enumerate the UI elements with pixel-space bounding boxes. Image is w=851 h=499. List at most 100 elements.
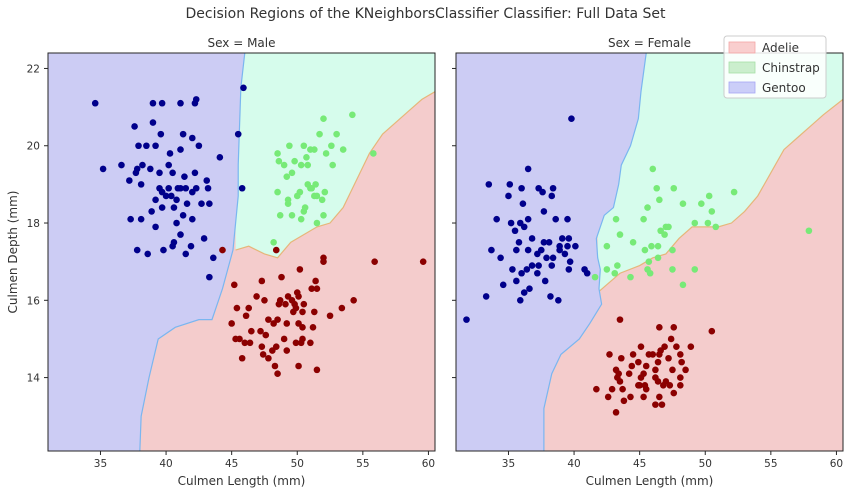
gentoo-point [177, 146, 184, 153]
adelie-point [295, 362, 302, 370]
gentoo-point [537, 246, 545, 254]
gentoo-point [540, 208, 548, 215]
adelie-point [280, 335, 288, 343]
chinstrap-point [313, 192, 321, 200]
gentoo-point [168, 192, 175, 200]
chinstrap-point [288, 211, 296, 219]
y-tick-label: 14 [27, 373, 41, 385]
adelie-point [259, 351, 267, 358]
adelie-point [627, 393, 634, 401]
chinstrap-point [301, 204, 309, 211]
x-tick-label: 45 [225, 458, 238, 470]
chinstrap-point [603, 242, 611, 250]
gentoo-point [177, 231, 184, 238]
chinstrap-point [653, 184, 661, 192]
adelie-point [308, 285, 315, 293]
chinstrap-point [679, 281, 687, 289]
adelie-point [230, 281, 238, 289]
adelie-point [628, 362, 636, 370]
chinstrap-point [274, 150, 281, 157]
x-tick-label: 35 [502, 458, 515, 470]
gentoo-point [209, 254, 217, 262]
adelie-point [608, 385, 616, 393]
adelie-point [313, 366, 321, 374]
adelie-point [278, 273, 285, 281]
adelie-point [666, 382, 674, 389]
adelie-point [248, 327, 255, 335]
gentoo-point [166, 150, 174, 157]
gentoo-point [195, 142, 203, 150]
series-gentoo [91, 84, 247, 281]
gentoo-point [183, 200, 191, 207]
adelie-point [312, 277, 319, 285]
adelie-point [258, 343, 266, 350]
adelie-point [262, 331, 270, 339]
adelie-point [350, 297, 357, 304]
adelie-point [670, 324, 678, 331]
chinstrap-point [318, 196, 326, 204]
adelie-point [241, 339, 249, 347]
gentoo-point [189, 215, 196, 223]
gentoo-point [203, 177, 211, 184]
adelie-point [265, 354, 272, 362]
adelie-point [617, 354, 625, 362]
chinstrap-point [614, 262, 621, 269]
legend-label-adelie: Adelie [762, 41, 799, 55]
x-tick-label: 40 [159, 458, 172, 470]
gentoo-point [463, 316, 470, 323]
gentoo-point [179, 211, 187, 219]
x-tick-label: 35 [94, 458, 107, 470]
adelie-point [654, 378, 662, 385]
adelie-point [678, 358, 685, 366]
chinstrap-point [705, 192, 713, 200]
gentoo-point [572, 242, 579, 250]
x-tick-label: 50 [291, 458, 304, 470]
gentoo-point [158, 99, 166, 107]
chinstrap-point [329, 161, 336, 169]
gentoo-point [173, 196, 180, 204]
adelie-point [657, 347, 664, 354]
x-tick-label: 55 [764, 458, 777, 470]
gentoo-point [524, 246, 532, 254]
gentoo-point [568, 115, 575, 122]
gentoo-point [152, 142, 159, 150]
gentoo-point [545, 239, 553, 246]
series-chinstrap [270, 111, 377, 246]
adelie-point [219, 246, 226, 254]
adelie-point [297, 339, 305, 347]
adelie-point [637, 374, 645, 381]
chinstrap-point [641, 246, 649, 254]
adelie-point [258, 277, 266, 285]
adelie-point [228, 320, 235, 327]
chinstrap-point [280, 161, 288, 169]
gentoo-point [520, 223, 528, 231]
gentoo-point [540, 239, 548, 246]
chinstrap-point [370, 150, 377, 157]
y-axis-label: Culmen Depth (mm) [6, 191, 20, 314]
chinstrap-point [339, 146, 347, 153]
gentoo-point [519, 200, 527, 207]
chinstrap-point [308, 184, 315, 192]
adelie-point [419, 258, 427, 265]
adelie-point [687, 343, 695, 350]
gentoo-point [137, 181, 145, 188]
gentoo-point [535, 262, 542, 269]
adelie-point [271, 362, 279, 370]
adelie-point [625, 370, 633, 378]
gentoo-point [160, 246, 167, 254]
gentoo-point [549, 184, 557, 192]
boundary-adelie-chinstrap [235, 91, 435, 259]
gentoo-point [173, 219, 180, 227]
adelie-point [665, 354, 672, 362]
gentoo-point [200, 235, 208, 242]
region-gentoo [456, 53, 647, 451]
chinstrap-point [320, 211, 327, 219]
chinstrap-point [349, 111, 356, 119]
x-tick-label: 45 [633, 458, 646, 470]
gentoo-point [566, 258, 574, 265]
adelie-point [635, 358, 642, 366]
chinstrap-point [640, 215, 647, 223]
gentoo-point [177, 99, 184, 107]
adelie-point [667, 335, 675, 343]
gentoo-point [148, 208, 155, 215]
